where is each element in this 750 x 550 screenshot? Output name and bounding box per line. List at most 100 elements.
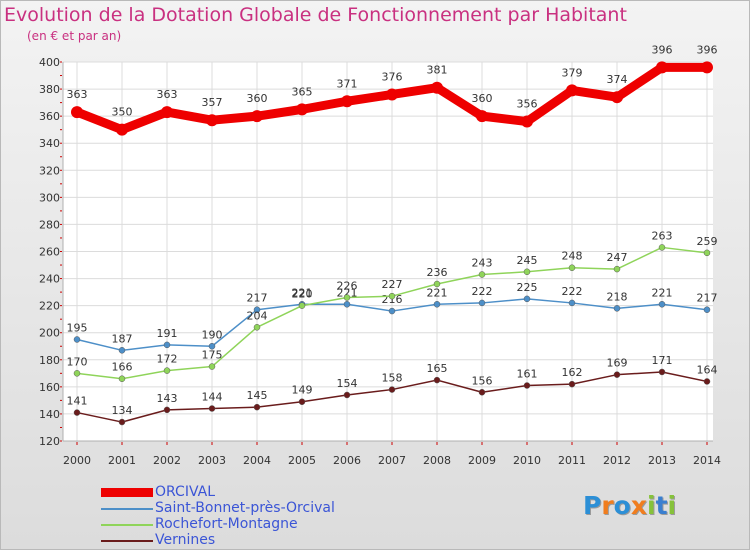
data-point: [613, 265, 621, 273]
chart-title: Evolution de la Dotation Globale de Fonc…: [4, 4, 627, 26]
data-point: [343, 301, 351, 308]
data-point: [208, 405, 216, 412]
x-tick-label: 2002: [153, 454, 181, 467]
data-label: 158: [382, 372, 403, 385]
data-point: [658, 368, 666, 376]
legend-swatch-vernines: [101, 540, 153, 542]
data-point: [298, 302, 306, 309]
data-label: 374: [607, 73, 628, 86]
x-tick-label: 2014: [693, 454, 721, 467]
data-point: [478, 389, 486, 396]
data-label: 190: [202, 328, 223, 341]
data-point: [703, 378, 711, 385]
data-point: [433, 280, 441, 288]
data-label: 243: [472, 257, 493, 270]
data-point: [431, 81, 443, 94]
data-label: 221: [652, 286, 673, 299]
data-point: [71, 106, 83, 119]
data-point: [208, 343, 216, 350]
data-point: [613, 371, 621, 378]
data-point: [523, 295, 531, 303]
data-label: 217: [247, 292, 268, 305]
data-point: [703, 306, 711, 313]
x-tick-label: 2000: [63, 454, 91, 467]
x-tick-label: 2006: [333, 454, 361, 467]
data-point: [611, 91, 623, 104]
data-label: 175: [202, 349, 223, 362]
data-point: [118, 347, 126, 354]
y-tick-label: 180: [39, 354, 60, 367]
data-label: 144: [202, 391, 223, 404]
y-tick-label: 220: [39, 300, 60, 313]
y-tick-label: 340: [39, 137, 60, 150]
data-point: [163, 341, 171, 349]
data-point: [658, 244, 666, 251]
legend-label-saint-bonnet: Saint-Bonnet-près-Orcival: [155, 500, 335, 516]
y-tick-label: 160: [39, 381, 60, 394]
data-point: [433, 301, 441, 308]
data-point: [478, 299, 486, 307]
x-tick-label: 2008: [423, 454, 451, 467]
data-label: 245: [517, 254, 538, 267]
data-label: 170: [67, 355, 88, 368]
y-tick-label: 280: [39, 218, 60, 231]
y-tick-label: 140: [39, 408, 60, 421]
data-label: 248: [562, 250, 583, 263]
data-label: 156: [472, 374, 493, 387]
y-tick-label: 200: [39, 327, 60, 340]
data-label: 247: [607, 251, 628, 264]
data-point: [251, 110, 263, 123]
data-label: 217: [697, 292, 718, 305]
legend-label-rochefort: Rochefort-Montagne: [155, 516, 298, 532]
data-point: [568, 299, 576, 307]
data-label: 371: [337, 77, 358, 90]
data-label: 356: [517, 98, 538, 111]
x-tick-label: 2009: [468, 454, 496, 467]
data-point: [388, 292, 396, 300]
data-label: 149: [292, 384, 313, 397]
chart-subtitle: (en € et par an): [27, 29, 122, 43]
legend-swatch-orcival: [101, 488, 153, 497]
data-point: [566, 84, 578, 97]
data-label: 227: [382, 278, 403, 291]
data-point: [521, 115, 533, 128]
data-label: 145: [247, 389, 268, 402]
x-tick-label: 2003: [198, 454, 226, 467]
y-tick-label: 240: [39, 273, 60, 286]
data-point: [343, 294, 351, 301]
data-label: 218: [607, 290, 628, 303]
data-point: [298, 398, 306, 405]
data-point: [206, 114, 218, 127]
data-point: [116, 123, 128, 136]
data-label: 236: [427, 266, 448, 279]
data-point: [656, 61, 668, 74]
x-tick-label: 2001: [108, 454, 136, 467]
data-label: 161: [517, 368, 538, 381]
data-label: 376: [382, 70, 403, 83]
data-label: 360: [247, 92, 268, 105]
data-label: 357: [202, 96, 223, 109]
data-label: 221: [292, 286, 313, 299]
data-label: 222: [472, 285, 493, 298]
legend-label-orcival: ORCIVAL: [155, 484, 216, 500]
data-point: [73, 409, 81, 416]
y-tick-label: 360: [39, 110, 60, 123]
data-label: 396: [652, 43, 673, 56]
data-label: 259: [697, 235, 718, 248]
data-label: 165: [427, 362, 448, 375]
data-label: 263: [652, 229, 673, 242]
data-label: 134: [112, 404, 133, 417]
data-point: [523, 382, 531, 389]
y-tick-label: 260: [39, 246, 60, 259]
data-label: 143: [157, 392, 178, 405]
data-point: [478, 271, 486, 278]
data-label: 221: [337, 286, 358, 299]
data-point: [163, 406, 171, 414]
data-label: 350: [112, 106, 133, 119]
y-tick-label: 400: [39, 56, 60, 69]
data-label: 363: [67, 88, 88, 101]
data-label: 166: [112, 361, 133, 374]
data-label: 141: [67, 395, 88, 408]
y-tick-label: 120: [39, 435, 60, 448]
